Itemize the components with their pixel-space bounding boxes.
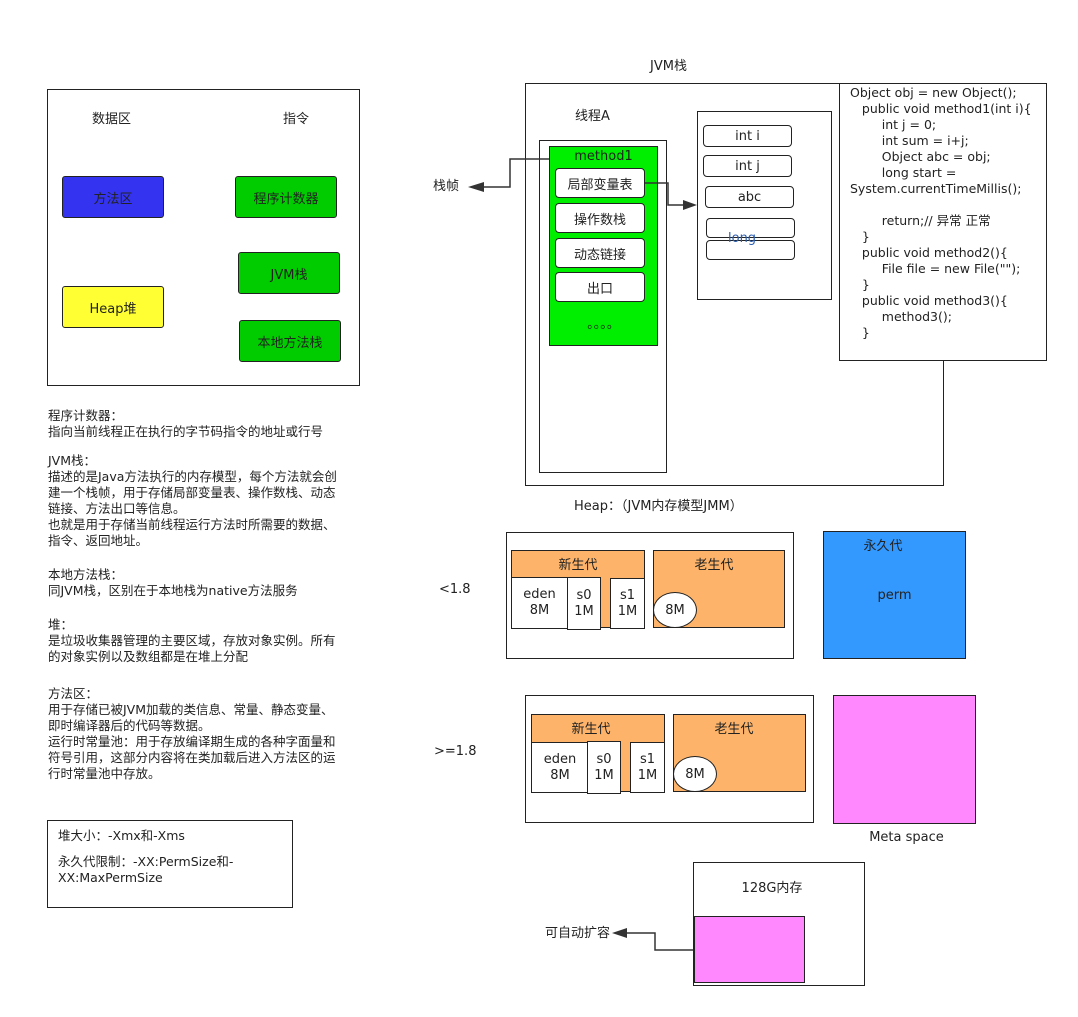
native-note-text: 同JVM栈，区别在于本地栈为native方法服务 — [48, 583, 298, 598]
sizes-frame — [47, 820, 293, 908]
dynamic-link-box: 动态链接 — [555, 238, 645, 268]
heap-size-text: 堆大小：-Xmx和-Xms — [58, 828, 185, 843]
heap-old-label: <1.8 — [439, 582, 471, 597]
var-abc: abc — [705, 186, 794, 208]
old-gen-old-size: 8M — [653, 592, 697, 628]
method1-label: method1 — [574, 149, 633, 164]
thread-label: 线程A — [575, 109, 610, 124]
frame-arrow-head — [468, 182, 484, 192]
pc-register-box: 程序计数器 — [235, 176, 337, 218]
old-gen-old-label: 老生代 — [694, 558, 734, 573]
var-int-j: int j — [703, 155, 792, 177]
return-exit-box: 出口 — [555, 272, 645, 302]
young-gen-old-label: 新生代 — [558, 558, 598, 573]
jvm-stack-box: JVM栈 — [238, 252, 340, 294]
s1-old: s1 1M — [610, 578, 645, 629]
perm-gen-label: perm — [877, 588, 912, 603]
method-area-box: 方法区 — [62, 176, 164, 218]
var-int-i: int i — [703, 125, 792, 147]
var-slot-4 — [706, 218, 795, 238]
operand-stack-box: 操作数栈 — [555, 203, 645, 233]
eden-old: eden 8M — [511, 577, 568, 629]
localvar-arrow-line — [645, 182, 684, 206]
auto-expand-label: 可自动扩容 — [545, 926, 611, 941]
long-label: long — [728, 231, 757, 246]
meta-space-label: Meta space — [869, 830, 944, 845]
expand-arrow-head — [612, 928, 627, 938]
heap-box: Heap堆 — [62, 286, 164, 328]
native-note-title: 本地方法栈： — [48, 567, 124, 582]
method-note-title: 方法区： — [48, 686, 99, 701]
code-text: Object obj = new Object(); public void m… — [850, 85, 1032, 340]
heap-title: Heap：（JVM内存模型JMM） — [574, 499, 743, 514]
jvm-stack-title: JVM栈 — [650, 59, 687, 74]
pc-note-text: 指向当前线程正在执行的字节码指令的地址或行号 — [48, 424, 324, 439]
eden-new: eden 8M — [531, 742, 589, 793]
jvm-note-text: 描述的是Java方法执行的内存模型，每个方法就会创 建一个栈帧，用于存储局部变量… — [48, 469, 337, 548]
var-slot-5 — [706, 240, 795, 260]
heap-new-label: >=1.8 — [434, 744, 477, 759]
more-dots: 。。。。 — [587, 317, 620, 332]
code-box — [839, 83, 1047, 361]
perm-limit-text: 永久代限制：-XX:PermSize和- XX:MaxPermSize — [58, 854, 234, 885]
pc-note-title: 程序计数器： — [48, 408, 124, 423]
expand-arrow-line — [626, 932, 694, 951]
perm-gen-box — [823, 531, 966, 659]
young-gen-new-label: 新生代 — [571, 722, 611, 737]
s1-new: s1 1M — [630, 742, 665, 793]
method-note-text: 用于存储已被JVM加载的类信息、常量、静态变量、 即时编译器后的代码等数据。 运… — [48, 702, 336, 781]
data-area-header: 数据区 — [92, 112, 132, 127]
perm-gen-title: 永久代 — [863, 539, 903, 554]
instruction-header: 指令 — [283, 112, 310, 127]
meta-space-box — [833, 695, 976, 824]
local-vars-box: 局部变量表 — [555, 168, 645, 198]
heap-note-text: 是垃圾收集器管理的主要区域，存放对象实例。所有 的对象实例以及数组都是在堆上分配 — [48, 633, 336, 664]
heap-note-title: 堆： — [48, 617, 74, 632]
localvar-arrow-head — [683, 200, 697, 210]
stack-frame-label: 栈帧 — [433, 179, 460, 194]
s0-new: s0 1M — [587, 741, 621, 794]
s0-old: s0 1M — [567, 577, 601, 630]
frame-arrow-line — [482, 158, 549, 188]
memory-meta-block — [694, 916, 805, 983]
memory-title: 128G内存 — [741, 881, 803, 896]
old-gen-new-label: 老生代 — [714, 722, 754, 737]
old-gen-new-size: 8M — [673, 756, 717, 792]
native-stack-box: 本地方法栈 — [239, 320, 341, 362]
jvm-note-title: JVM栈： — [48, 453, 97, 468]
